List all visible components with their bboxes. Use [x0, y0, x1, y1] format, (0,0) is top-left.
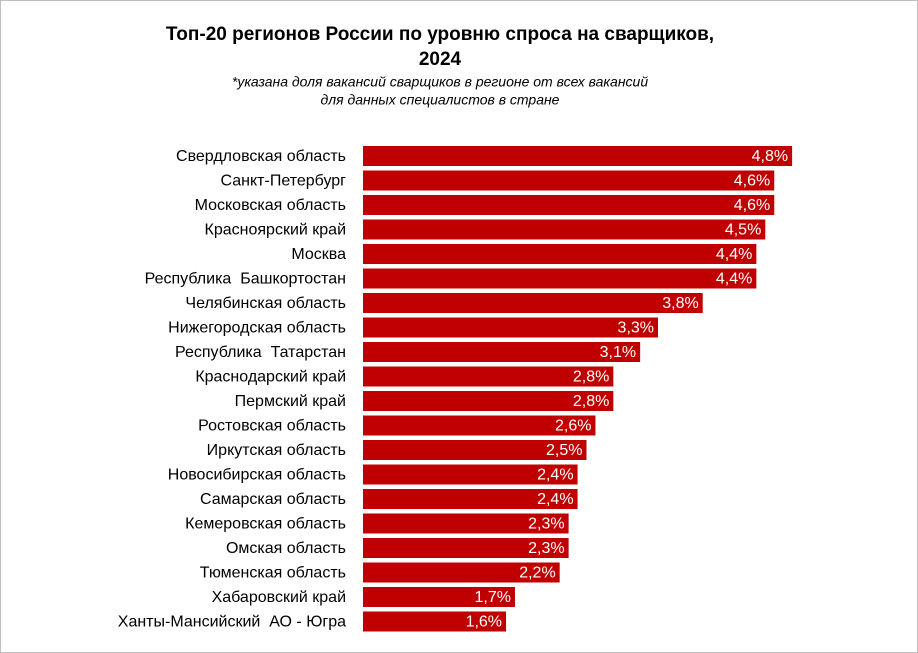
category-label: Москва [291, 246, 346, 263]
value-label: 1,7% [475, 589, 511, 606]
bar [363, 170, 775, 191]
value-label: 2,3% [528, 540, 564, 557]
value-label: 4,4% [716, 246, 752, 263]
value-label: 4,8% [752, 148, 788, 165]
bar [363, 293, 703, 313]
bar [363, 415, 596, 436]
category-label: Республика Башкортостан [145, 271, 346, 288]
value-label: 1,6% [466, 614, 502, 631]
value-label: 4,4% [716, 271, 752, 288]
bar [363, 268, 757, 289]
value-label: 2,5% [546, 442, 582, 459]
value-label: 4,5% [725, 222, 761, 239]
chart-subtitle: *указана доля вакансий сварщиков в регио… [232, 74, 648, 90]
bar [363, 244, 757, 264]
category-label: Свердловская область [176, 148, 346, 165]
value-label: 2,6% [555, 418, 591, 435]
category-label: Республика Татарстан [175, 344, 346, 361]
bar [363, 440, 587, 460]
category-label: Кемеровская область [185, 516, 346, 533]
value-label: 3,1% [600, 344, 636, 361]
category-label: Красноярский край [205, 222, 346, 239]
category-label: Самарская область [200, 491, 346, 508]
category-label: Санкт-Петербург [221, 173, 347, 190]
category-label: Нижегородская область [168, 320, 346, 337]
bar [363, 219, 766, 240]
value-label: 2,8% [573, 393, 609, 410]
bar [363, 464, 578, 485]
value-label: 3,8% [662, 295, 698, 312]
bar [363, 391, 614, 411]
bar [363, 562, 560, 583]
category-label: Краснодарский край [195, 369, 346, 386]
category-label: Новосибирская область [168, 467, 346, 484]
value-label: 4,6% [734, 173, 770, 190]
bar [363, 513, 569, 534]
bar [363, 146, 793, 166]
bar [363, 538, 569, 558]
chart-title: 2024 [419, 49, 462, 70]
value-label: 2,2% [519, 565, 555, 582]
category-label: Тюменская область [200, 565, 346, 582]
category-label: Пермский край [235, 393, 346, 410]
category-label: Иркутская область [207, 442, 346, 459]
bar [363, 366, 614, 387]
bar [363, 342, 641, 362]
category-label: Московская область [195, 197, 346, 214]
bar [363, 489, 578, 509]
category-label: Хабаровский край [212, 589, 346, 606]
bar [363, 587, 515, 607]
category-label: Ханты-Мансийский АО - Югра [118, 614, 346, 631]
value-label: 3,3% [618, 320, 654, 337]
value-label: 2,3% [528, 516, 564, 533]
bar [363, 195, 775, 215]
category-label: Ростовская область [198, 418, 346, 435]
bar [363, 611, 507, 632]
category-label: Челябинская область [185, 295, 346, 312]
value-label: 2,4% [537, 467, 573, 484]
chart-title: Топ-20 регионов России по уровню спроса … [166, 24, 714, 45]
chart-subtitle: для данных специалистов в стране [321, 92, 560, 108]
bar [363, 317, 659, 338]
value-label: 2,4% [537, 491, 573, 508]
value-label: 4,6% [734, 197, 770, 214]
value-label: 2,8% [573, 369, 609, 386]
category-label: Омская область [226, 540, 346, 557]
